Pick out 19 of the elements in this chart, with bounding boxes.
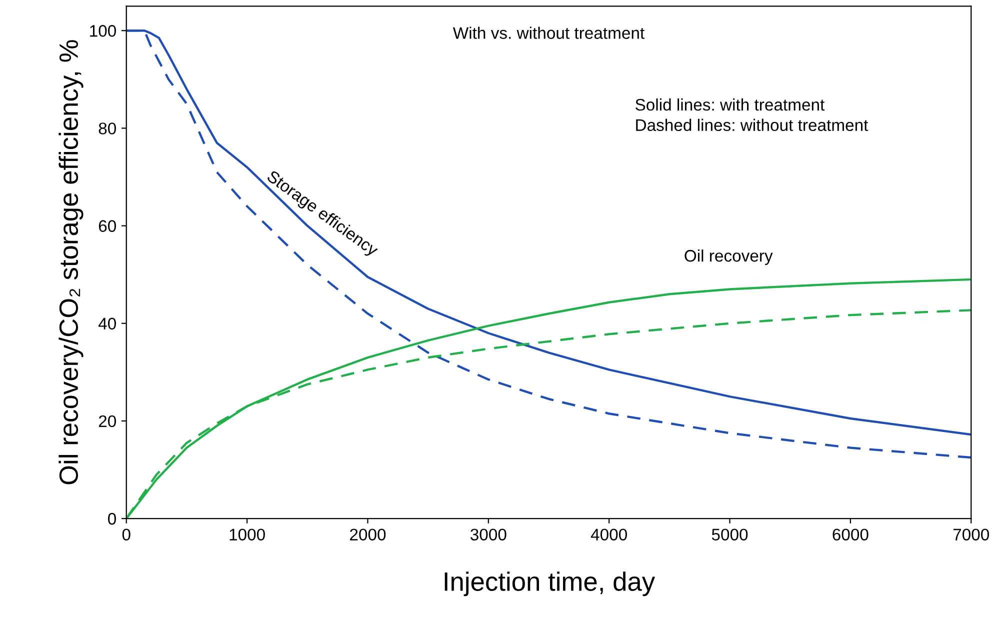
x-tick-label: 7000 xyxy=(953,528,990,540)
annotation: Solid lines: with treatment Dashed lines: without treatment xyxy=(636,98,868,132)
x-tick-label: 3000 xyxy=(470,528,506,540)
y-tick-label: 40 xyxy=(98,318,116,330)
y-tick-label: 80 xyxy=(98,122,116,134)
y-axis-title: Oil recovery/CO₂ storage efficiency, % xyxy=(58,40,84,484)
y-tick-label: 0 xyxy=(108,512,116,525)
y-tick-label: 20 xyxy=(98,415,116,428)
y-tick-label: 60 xyxy=(98,220,116,232)
annotation: Oil recovery xyxy=(684,249,773,266)
y-tick-label: 100 xyxy=(90,25,116,37)
x-axis-title: Injection time, day xyxy=(444,572,656,596)
x-tick-label: 2000 xyxy=(350,528,386,540)
x-tick-label: 6000 xyxy=(832,528,868,540)
x-tick-label: 1000 xyxy=(230,528,265,540)
x-tick-label: 5000 xyxy=(712,528,748,540)
x-tick-label: 0 xyxy=(122,528,130,540)
x-tick-label: 4000 xyxy=(590,528,627,540)
annotation: With vs. without treatment xyxy=(452,26,644,39)
